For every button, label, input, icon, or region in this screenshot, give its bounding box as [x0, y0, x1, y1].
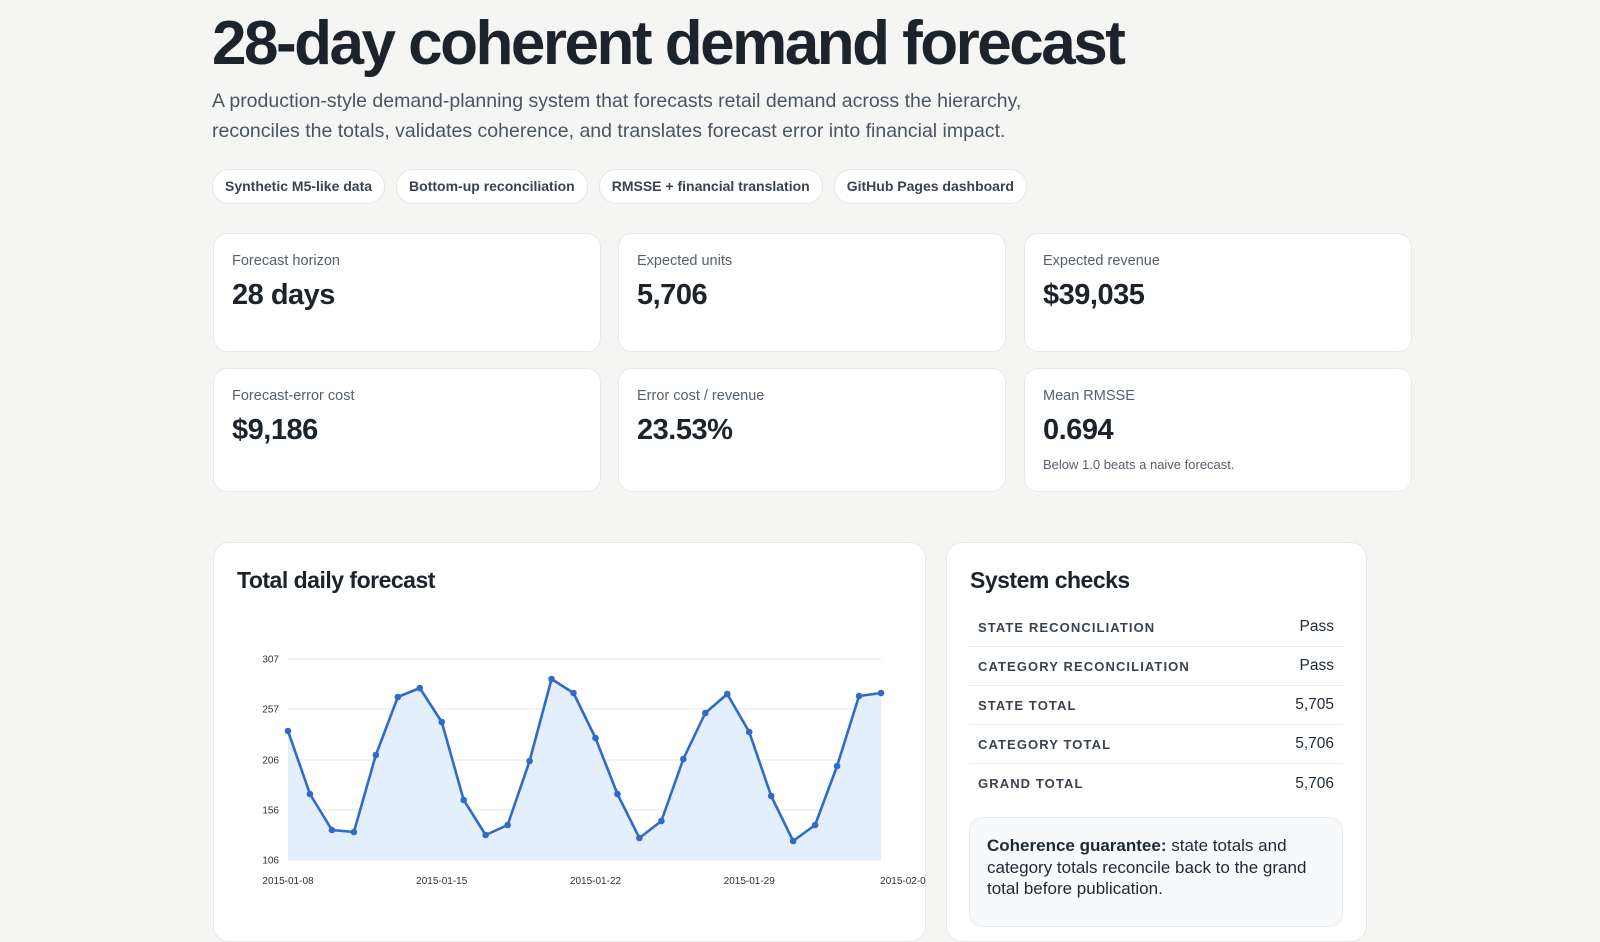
kpi-card-forecast-error-cost: Forecast-error cost $9,186	[213, 368, 601, 492]
guarantee-text: state totals and category totals reconci…	[987, 836, 1307, 898]
check-value: Pass	[1299, 657, 1334, 674]
kpi-label: Expected units	[637, 253, 733, 269]
tag-pill: RMSSE + financial translation	[598, 169, 823, 204]
check-label: CATEGORY TOTAL	[978, 736, 1112, 752]
system-checks-table: STATE RECONCILIATION Pass CATEGORY RECON…	[969, 608, 1343, 803]
kpi-value: $39,035	[1043, 279, 1145, 311]
check-label: STATE RECONCILIATION	[978, 619, 1156, 635]
kpi-value: 5,706	[637, 279, 708, 311]
kpi-card-forecast-horizon: Forecast horizon 28 days	[213, 233, 601, 352]
tag-pill: Bottom-up reconciliation	[396, 169, 588, 204]
kpi-note: Below 1.0 beats a naive forecast.	[1043, 457, 1235, 472]
kpi-value: 28 days	[232, 279, 335, 311]
check-label: GRAND TOTAL	[978, 776, 1084, 791]
kpi-card-mean-rmsse: Mean RMSSE 0.694 Below 1.0 beats a naive…	[1024, 368, 1412, 492]
tag-pill: GitHub Pages dashboard	[833, 169, 1027, 204]
guarantee-heading: Coherence guarantee:	[987, 836, 1167, 855]
tag-pill: Synthetic M5-like data	[212, 169, 386, 204]
check-label: STATE TOTAL	[978, 697, 1077, 713]
check-value: 5,705	[1295, 696, 1334, 713]
check-value: 5,706	[1295, 774, 1334, 792]
kpi-label: Forecast-error cost	[232, 388, 355, 404]
kpi-value: 23.53%	[637, 414, 733, 446]
kpi-value: 0.694	[1043, 414, 1114, 446]
coherence-guarantee-callout: Coherence guarantee: state totals and ca…	[969, 817, 1343, 927]
forecast-panel-title: Total daily forecast	[237, 567, 435, 593]
page-subtitle: A production-style demand-planning syste…	[212, 90, 1022, 142]
forecast-panel: Total daily forecast	[213, 542, 926, 942]
kpi-label: Error cost / revenue	[637, 388, 765, 404]
check-value: Pass	[1299, 618, 1334, 635]
kpi-label: Forecast horizon	[232, 253, 340, 269]
check-row-category-reconciliation: CATEGORY RECONCILIATION Pass	[969, 647, 1343, 686]
check-row-grand-total: GRAND TOTAL 5,706	[969, 764, 1343, 803]
page-title: 28-day coherent demand forecast	[212, 9, 1126, 78]
kpi-label: Expected revenue	[1043, 253, 1160, 269]
system-checks-title: System checks	[970, 567, 1130, 593]
kpi-label: Mean RMSSE	[1043, 388, 1135, 404]
kpi-card-error-cost-ratio: Error cost / revenue 23.53%	[618, 368, 1006, 492]
kpi-card-expected-units: Expected units 5,706	[618, 233, 1006, 352]
check-row-state-reconciliation: STATE RECONCILIATION Pass	[969, 608, 1343, 647]
kpi-value: $9,186	[232, 414, 318, 446]
check-row-state-total: STATE TOTAL 5,705	[969, 686, 1343, 725]
tag-list: Synthetic M5-like data Bottom-up reconci…	[212, 169, 1027, 204]
check-value: 5,706	[1295, 735, 1334, 752]
kpi-card-expected-revenue: Expected revenue $39,035	[1024, 233, 1412, 352]
check-label: CATEGORY RECONCILIATION	[978, 658, 1190, 674]
check-row-category-total: CATEGORY TOTAL 5,706	[969, 725, 1343, 764]
